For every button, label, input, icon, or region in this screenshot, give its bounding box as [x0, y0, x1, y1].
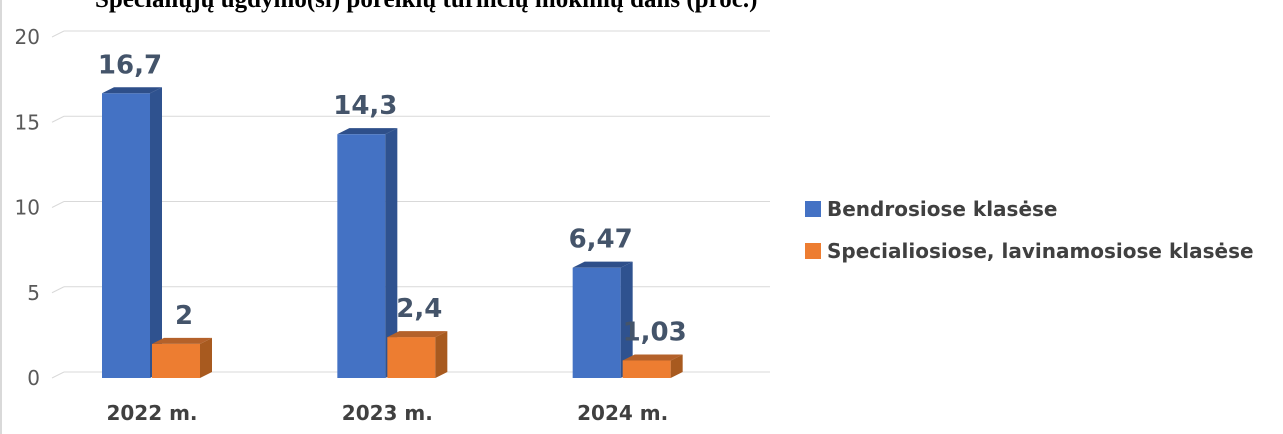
data-label: 16,7: [98, 50, 162, 80]
legend-item-series-1: Bendrosiose klasėse: [805, 188, 1254, 230]
bar-side: [435, 331, 448, 378]
bar-side: [200, 337, 212, 378]
x-tick-label: 2023 m.: [342, 401, 433, 425]
legend-label-series-2: Specialiosiose, lavinamosiose klasėse: [827, 239, 1254, 263]
legend-item-series-2: Specialiosiose, lavinamosiose klasėse: [805, 230, 1254, 272]
bar-side: [670, 354, 683, 378]
bar: [152, 343, 200, 378]
data-label: 6,47: [569, 225, 633, 255]
bar-side: [620, 261, 633, 378]
legend-swatch-series-2: [805, 243, 821, 259]
bar-top: [622, 354, 683, 361]
data-label: 14,3: [333, 91, 397, 121]
bar: [622, 360, 671, 378]
bar-top: [102, 87, 162, 94]
bar-top: [337, 128, 398, 135]
y-tick-label: 20: [15, 25, 40, 49]
gridline-depth: [51, 115, 65, 123]
bar-top: [572, 261, 633, 268]
bar-side: [385, 128, 398, 378]
y-tick-label: 15: [15, 110, 40, 134]
y-tick-label: 0: [27, 366, 40, 390]
gridline-depth: [51, 30, 65, 38]
bar: [387, 337, 436, 378]
x-tick-label: 2022 m.: [106, 401, 197, 425]
bar-side: [150, 87, 162, 378]
y-tick-label: 10: [15, 196, 40, 220]
data-label: 2,4: [396, 294, 442, 324]
bar: [337, 134, 386, 378]
y-tick-label: 5: [27, 281, 40, 305]
gridline-depth: [51, 201, 65, 208]
data-label: 1,03: [623, 317, 687, 347]
bar: [572, 267, 621, 378]
legend-label-series-1: Bendrosiose klasėse: [827, 197, 1058, 221]
x-tick-label: 2024 m.: [577, 401, 668, 425]
chart-title: Specialiųjų ugdymo(si) poreikių turinčių…: [95, 0, 757, 14]
bar: [102, 93, 150, 378]
bar-top: [152, 337, 212, 344]
legend: Bendrosiose klasėse Specialiosiose, lavi…: [805, 188, 1254, 272]
gridline-depth: [51, 371, 65, 379]
gridline-depth: [51, 286, 65, 294]
bar-top: [387, 331, 448, 338]
data-label: 2: [175, 301, 193, 331]
legend-swatch-series-1: [805, 201, 821, 217]
